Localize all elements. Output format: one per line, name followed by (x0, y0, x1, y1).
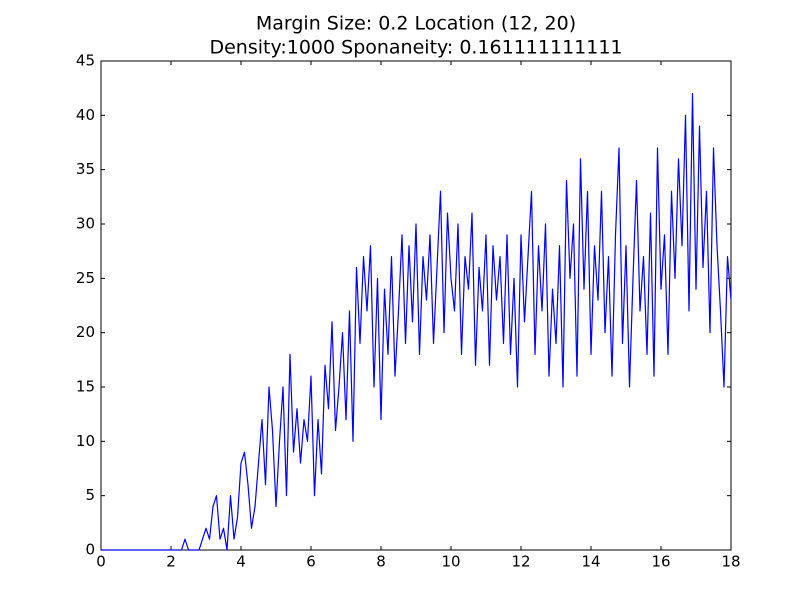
x-tick-label: 8 (376, 553, 386, 571)
x-tick-label: 6 (306, 553, 316, 571)
x-tick-label: 4 (236, 553, 246, 571)
x-tick-label: 10 (441, 553, 460, 571)
y-tick-label: 30 (76, 215, 95, 233)
y-tick-label: 0 (85, 541, 95, 559)
plot-frame (100, 60, 732, 551)
x-tick-label: 2 (166, 553, 176, 571)
y-tick-label: 20 (76, 323, 95, 341)
x-tick-label: 18 (721, 553, 740, 571)
y-tick-label: 35 (76, 160, 95, 178)
y-tick-label: 5 (85, 486, 95, 504)
chart-title: Margin Size: 0.2 Location (12, 20) (256, 13, 576, 35)
x-tick-label: 0 (96, 553, 106, 571)
x-tick-label: 16 (651, 553, 670, 571)
y-tick-label: 25 (76, 269, 95, 287)
x-tick-label: 12 (511, 553, 530, 571)
y-tick-label: 45 (76, 52, 95, 70)
data-line (101, 93, 732, 551)
y-tick-label: 15 (76, 378, 95, 396)
y-tick-label: 40 (76, 106, 95, 124)
chart-subtitle: Density:1000 Sponaneity: 0.161111111111 (209, 37, 622, 59)
y-tick-label: 10 (76, 432, 95, 450)
x-tick-label: 14 (581, 553, 600, 571)
